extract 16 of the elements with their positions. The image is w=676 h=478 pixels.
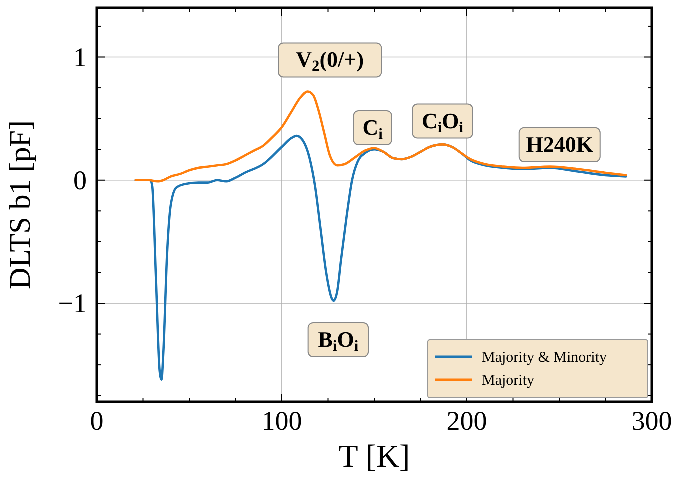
legend-label: Majority & Minority: [482, 350, 608, 366]
annotation: H240K: [526, 132, 594, 157]
annotation: C$_{i}$O$_{i}$: [422, 108, 464, 136]
y-axis-title: DLTS b1 [pF]: [4, 120, 37, 290]
annotation: C$_{i}$: [362, 114, 384, 143]
x-tick-label: 100: [262, 406, 302, 436]
y-tick-label: 1: [74, 42, 87, 72]
x-axis-title: T [K]: [338, 438, 410, 474]
annotation: V$_{2}$(0/+): [296, 47, 364, 75]
x-tick-label: 300: [632, 406, 672, 436]
x-tick-label: 200: [446, 406, 488, 436]
legend-label: Majority: [482, 373, 535, 389]
line-series: [134, 90, 628, 183]
y-tick-label: −1: [58, 288, 87, 318]
y-tick-label: 0: [74, 165, 87, 196]
annotation: B$_{i}$O$_{i}$: [318, 326, 360, 355]
